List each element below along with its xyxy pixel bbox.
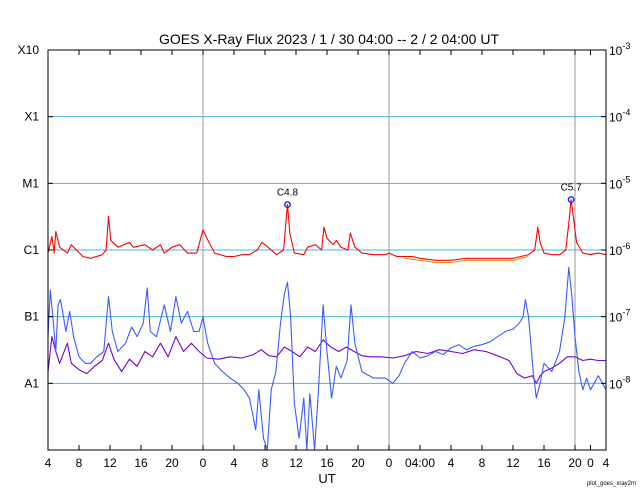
x-tick-label: 4: [603, 456, 610, 470]
x-tick-label: 8: [76, 456, 83, 470]
peak-label: C4.8: [277, 188, 299, 199]
chart-title: GOES X-Ray Flux 2023 / 1 / 30 04:00 -- 2…: [159, 31, 500, 47]
x-tick-label: 4: [45, 456, 52, 470]
y-tick-label-right: 10-5: [609, 174, 630, 191]
x-tick-label: 0: [200, 456, 207, 470]
x-tick-label: 0: [587, 456, 594, 470]
y-tick-label-right: 10-3: [609, 41, 630, 58]
y-tick-label-left: X10: [18, 43, 40, 57]
x-tick-label: 12: [103, 456, 117, 470]
x-tick-label: 16: [537, 456, 551, 470]
y-tick-label-left: B1: [24, 310, 39, 324]
x-tick-label: 0: [386, 456, 393, 470]
series-line-3: [47, 336, 606, 384]
footer-label: plot_goes_xray2m: [587, 481, 636, 487]
x-tick-label: 20: [568, 456, 582, 470]
y-tick-label-right: 10-7: [609, 308, 630, 325]
x-tick-label: 20: [165, 456, 179, 470]
series-line-4: [47, 266, 607, 451]
y-tick-label-left: X1: [24, 110, 39, 124]
grid: [48, 50, 606, 450]
x-tick-label: 12: [289, 456, 303, 470]
y-tick-label-right: 10-6: [609, 241, 630, 258]
x-tick-label: 20: [351, 456, 365, 470]
peak-marker: [567, 196, 575, 204]
x-tick-label: 16: [134, 456, 148, 470]
y-tick-label-right: 10-4: [609, 108, 630, 125]
series-line-2: [404, 255, 529, 264]
x-tick-label: 4: [448, 456, 455, 470]
series-line-1: [47, 199, 607, 261]
axes: 4 8 12 16 20 0 4 8 12 16 20 0 04:00 4 8 12 16 20 0 4A1B1C1M…: [18, 41, 631, 470]
y-tick-label-left: C1: [24, 243, 40, 257]
y-tick-label-right: 10-8: [609, 374, 630, 391]
x-tick-label: 12: [506, 456, 520, 470]
x-axis-label: UT: [318, 471, 335, 486]
y-tick-label-left: M1: [22, 176, 39, 190]
x-tick-label: 4: [231, 456, 238, 470]
y-tick-label-left: A1: [24, 376, 39, 390]
peak-label: C5.7: [561, 183, 583, 194]
annotations: C4.8 C5.7: [277, 183, 583, 209]
x-tick-label: 04:00: [405, 456, 435, 470]
x-tick-label: 8: [262, 456, 269, 470]
x-tick-label: 16: [320, 456, 334, 470]
x-tick-label: 8: [479, 456, 486, 470]
peak-marker: [284, 201, 291, 209]
series-group: [47, 199, 607, 451]
